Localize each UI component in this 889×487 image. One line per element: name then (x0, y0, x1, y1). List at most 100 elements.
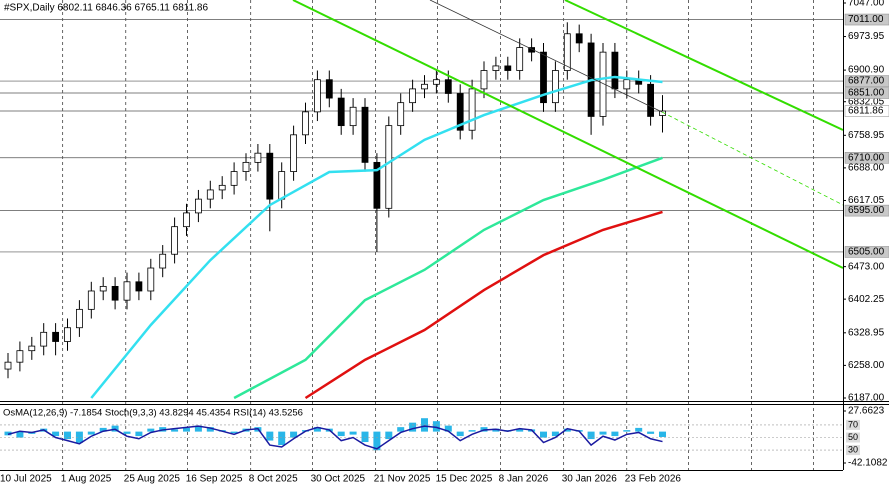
osma-bar (52, 431, 60, 437)
level-label-box (844, 204, 889, 217)
osma-bar (456, 431, 464, 437)
rsi-tick-box (846, 432, 860, 443)
osma-bar (87, 431, 95, 435)
y-tick-label: 6832.05 (848, 96, 885, 107)
rsi-tick-box (846, 419, 860, 430)
candle-body (421, 83, 428, 90)
osma-bar (563, 428, 571, 432)
x-tick-label: 21 Nov 2025 (374, 474, 431, 485)
y-tick-label: 6688.00 (848, 163, 885, 174)
y-tick-label: 6900.90 (848, 65, 885, 76)
level-label: 6505.00 (848, 247, 885, 258)
level-label-box (844, 87, 889, 99)
candle-body (409, 88, 417, 104)
osma-bar (385, 431, 393, 440)
osma-bar (432, 421, 440, 432)
x-tick-label: 30 Jan 2026 (562, 474, 617, 485)
osma-bar (64, 431, 71, 440)
candle-body (313, 79, 321, 113)
osma-bar (623, 430, 631, 432)
level-label-box (844, 246, 889, 258)
osma-bar (313, 427, 321, 432)
osma-bar (635, 427, 643, 432)
candle-body (194, 198, 202, 214)
osma-bar (206, 427, 214, 432)
x-tick-label: 25 Aug 2025 (124, 474, 181, 485)
candle-body (171, 226, 179, 255)
candle-body (64, 327, 71, 342)
candle-body (349, 106, 357, 127)
osma-bar (373, 431, 381, 451)
osma-bar (599, 431, 607, 435)
x-tick-label: 8 Jan 2026 (499, 474, 549, 485)
price-panel (0, 0, 843, 470)
osma-bar (194, 425, 202, 432)
level-label: 7011.00 (848, 14, 884, 25)
osma-bar (278, 431, 286, 446)
channel-line (564, 0, 844, 131)
y-tick-label: 27.6623 (848, 406, 885, 417)
moving-average (233, 156, 663, 400)
rsi-tick-label: 50 (848, 432, 858, 442)
osma-bar (349, 431, 357, 435)
candle-body (159, 253, 167, 269)
symbol-header: #SPX,Daily 6802.11 6846.36 6765.11 6811.… (4, 3, 208, 14)
osma-bar (409, 422, 417, 432)
x-tick-label: 16 Sep 2025 (186, 474, 243, 485)
y-tick-label: -42.1082 (848, 458, 888, 469)
candle-body (575, 33, 583, 44)
candle-body (659, 110, 666, 116)
level-label-box (844, 152, 889, 164)
x-tick-label: 15 Dec 2025 (436, 474, 493, 485)
candle-body (218, 184, 226, 191)
rsi-line (7, 425, 663, 450)
future-grid (688, 0, 814, 470)
moving-average (304, 210, 663, 400)
candle-body (432, 79, 440, 85)
candle-body (254, 152, 262, 163)
osma-bar (516, 428, 524, 432)
candle-body (528, 47, 535, 53)
candle-body (4, 361, 12, 370)
osma-bar (540, 431, 547, 438)
level-label: 6595.00 (848, 205, 885, 216)
level-label: 6851.00 (848, 88, 885, 99)
osma-bar (468, 430, 476, 432)
candle-body (444, 79, 452, 94)
candle-body (230, 171, 238, 186)
level-label-box (844, 75, 889, 87)
rsi-tick-label: 70 (848, 419, 858, 429)
level-label-box (844, 105, 889, 117)
x-tick-label: 23 Feb 2026 (625, 474, 682, 485)
candle-body (242, 161, 250, 172)
candle-body (516, 47, 524, 71)
trend-line (429, 0, 663, 113)
osma-bar (99, 427, 107, 432)
candle-body (28, 345, 36, 352)
candle-body (206, 189, 214, 200)
candle-body (563, 33, 571, 71)
osma-bar (337, 431, 345, 437)
osma-bar (266, 431, 274, 441)
osma-bar (397, 427, 405, 432)
osma-bar (551, 431, 559, 437)
candle-body (647, 83, 654, 117)
osma-bar (135, 431, 143, 437)
osma-bar (75, 431, 83, 443)
candle-body (183, 212, 190, 228)
y-tick-label: 6473.00 (848, 261, 885, 272)
candle-body (385, 125, 393, 209)
x-tick-label: 1 Aug 2025 (61, 474, 112, 485)
y-tick-label: 6402.25 (848, 294, 885, 305)
candle-body (480, 70, 488, 90)
candle-body (611, 51, 619, 90)
trend-line-extension (661, 111, 844, 206)
candle-body (16, 350, 24, 363)
rsi-tick-box (846, 445, 860, 456)
candle-body (147, 267, 155, 292)
candle-body (87, 290, 95, 310)
osma-bar (147, 428, 155, 432)
indicator-header: OsMA(12,26,9) -7.1854 Stoch(9,3,3) 43.82… (3, 408, 303, 419)
candle-body (123, 281, 131, 301)
